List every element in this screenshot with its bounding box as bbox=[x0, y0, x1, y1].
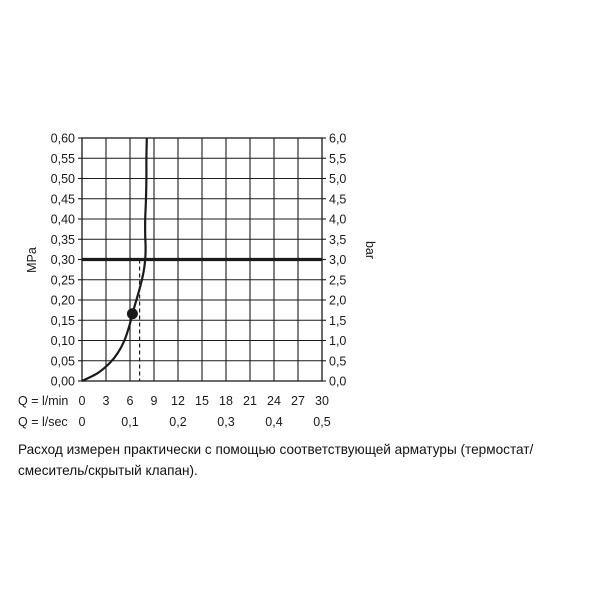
x-tick-label-lmin: 27 bbox=[291, 394, 305, 408]
y-tick-label-bar: 5,0 bbox=[329, 172, 346, 186]
y-tick-label-bar: 3,5 bbox=[329, 233, 346, 247]
x-axis-label-lmin: Q = l/min bbox=[18, 394, 68, 408]
x-tick-label-lmin: 24 bbox=[267, 394, 281, 408]
y-tick-label-mpa: 0,10 bbox=[51, 334, 75, 348]
y-tick-label-bar: 2,0 bbox=[329, 294, 346, 308]
y-tick-label-bar: 2,5 bbox=[329, 273, 346, 287]
y-tick-label-mpa: 0,25 bbox=[51, 273, 75, 287]
y-tick-label-mpa: 0,60 bbox=[51, 132, 75, 146]
x-tick-label-lmin: 21 bbox=[243, 394, 257, 408]
y-tick-label-mpa: 0,35 bbox=[51, 233, 75, 247]
x-tick-label-lmin: 9 bbox=[151, 394, 158, 408]
y-tick-label-mpa: 0,00 bbox=[51, 375, 75, 389]
x-tick-label-lmin: 30 bbox=[315, 394, 329, 408]
y-tick-label-bar: 5,5 bbox=[329, 152, 346, 166]
operating-point-marker bbox=[126, 308, 138, 320]
y-axis-label-mpa: MPa bbox=[25, 247, 39, 273]
x-tick-label-lsec: 0,5 bbox=[313, 415, 330, 429]
y-tick-label-mpa: 0,40 bbox=[51, 213, 75, 227]
x-tick-labels-lmin: 0 3 6 9 12 15 18 21 24 27 30 bbox=[79, 394, 329, 408]
y-tick-label-bar: 1,5 bbox=[329, 314, 346, 328]
y-tick-label-mpa: 0,55 bbox=[51, 152, 75, 166]
caption-line-1: Расход измерен практически с помощью соо… bbox=[18, 442, 534, 457]
y-tick-label-bar: 3,0 bbox=[329, 253, 346, 267]
pressure-flow-curve bbox=[81, 137, 148, 382]
y-tick-label-mpa: 0,20 bbox=[51, 294, 75, 308]
x-tick-label-lmin: 3 bbox=[103, 394, 110, 408]
x-tick-label-lmin: 6 bbox=[127, 394, 134, 408]
x-tick-label-lsec: 0 bbox=[79, 415, 86, 429]
y-tick-label-mpa: 0,05 bbox=[51, 354, 75, 368]
y-tick-labels-bar: 0,0 0,5 1,0 1,5 2,0 2,5 3,0 3,5 4,0 4,5 5,0 5,5 6,0 bbox=[329, 132, 346, 389]
y-tick-label-mpa: 0,15 bbox=[51, 314, 75, 328]
x-tick-label-lmin: 15 bbox=[195, 394, 209, 408]
x-tick-labels-lsec: 0 0,1 0,2 0,3 0,4 0,5 bbox=[79, 415, 331, 429]
y-tick-label-mpa: 0,45 bbox=[51, 192, 75, 206]
x-tick-label-lsec: 0,3 bbox=[217, 415, 234, 429]
y-tick-label-bar: 1,0 bbox=[329, 334, 346, 348]
caption-line-2: смеситель/скрытый клапан). bbox=[18, 463, 198, 478]
y-tick-label-bar: 0,5 bbox=[329, 354, 346, 368]
y-tick-label-bar: 4,0 bbox=[329, 213, 346, 227]
x-tick-label-lsec: 0,2 bbox=[169, 415, 186, 429]
chart-caption: Расход измерен практически с помощью соо… bbox=[18, 439, 584, 481]
x-tick-label-lsec: 0,4 bbox=[265, 415, 282, 429]
y-axis-label-bar: bar bbox=[363, 241, 377, 259]
x-axis-label-lsec: Q = l/sec bbox=[18, 415, 68, 429]
x-tick-label-lmin: 18 bbox=[219, 394, 233, 408]
y-tick-label-bar: 6,0 bbox=[329, 132, 346, 146]
y-tick-label-bar: 0,0 bbox=[329, 375, 346, 389]
x-tick-label-lmin: 12 bbox=[171, 394, 185, 408]
y-tick-labels-mpa: 0,00 0,05 0,10 0,15 0,20 0,25 0,30 0,35 0,40 0,45… bbox=[51, 132, 75, 389]
x-tick-label-lsec: 0,1 bbox=[121, 415, 138, 429]
y-tick-label-mpa: 0,30 bbox=[51, 253, 75, 267]
y-tick-label-mpa: 0,50 bbox=[51, 172, 75, 186]
y-tick-label-bar: 4,5 bbox=[329, 192, 346, 206]
x-tick-label-lmin: 0 bbox=[79, 394, 86, 408]
